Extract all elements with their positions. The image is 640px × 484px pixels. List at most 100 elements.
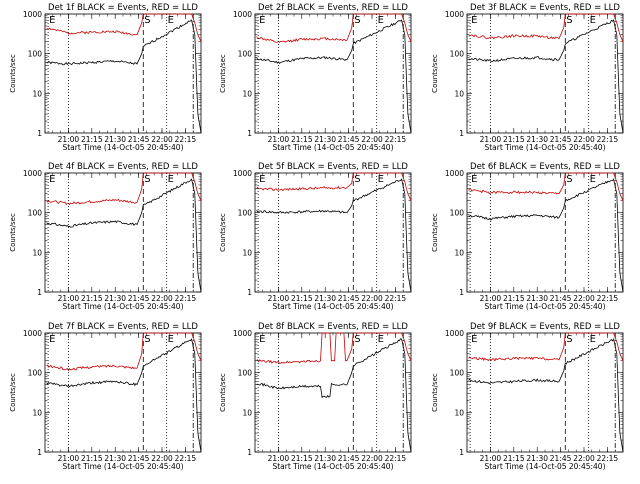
x-axis-label: Start Time (14-Oct-05 20:45:40) [272,143,393,152]
y-tick-label: 1000 [233,169,252,178]
series-line [256,338,412,453]
y-tick-label: 10 [242,248,252,257]
chart-title: Det 4f BLACK = Events, RED = LLD [48,162,198,172]
event-marker-label: E [49,334,55,345]
x-tick-label: 22:15 [597,294,619,303]
y-tick-label: 100 [238,209,253,218]
x-tick-label: 21:15 [503,454,525,463]
series-line [468,332,624,362]
chart-panel: Det 5f BLACK = Events, RED = LLD 1 10 100 10… [219,162,412,311]
x-tick-label: 22:15 [175,454,197,463]
x-tick-label: 22:15 [597,454,619,463]
y-tick-label: 100 [28,369,43,378]
series-line [256,332,412,364]
chart-title: Det 1f BLACK = Events, RED = LLD [48,3,198,13]
x-tick-label: 22:00 [151,294,173,303]
x-tick-label: 21:45 [550,294,572,303]
x-tick-label: 21:45 [338,135,360,144]
event-marker-label: E [590,15,596,26]
x-tick-label: 22:00 [151,454,173,463]
event-marker-label: E [471,15,477,26]
x-tick-label: 22:15 [385,135,407,144]
series-line [468,178,624,293]
x-axis-label: Start Time (14-Oct-05 20:45:40) [272,462,393,471]
plot-frame [254,332,412,453]
x-tick-label: 21:15 [81,454,103,463]
y-tick-label: 1000 [445,169,464,178]
chart-panel: Det 9f BLACK = Events, RED = LLD 1 10 100 10… [431,322,624,471]
y-tick-label: 1 [459,129,464,138]
series-line [468,13,624,42]
x-tick-label: 21:15 [291,454,313,463]
y-tick-label: 100 [450,369,465,378]
chart-title: Det 2f BLACK = Events, RED = LLD [258,3,408,13]
x-tick-label: 21:30 [526,135,548,144]
x-tick-label: 21:45 [338,454,360,463]
x-tick-label: 21:30 [104,294,126,303]
plot-frame [466,172,624,293]
event-marker-label: E [49,15,55,26]
series-line [256,19,412,134]
y-tick-label: 1 [247,129,252,138]
x-axis-label: Start Time (14-Oct-05 20:45:40) [272,302,393,311]
y-tick-label: 10 [242,408,252,417]
y-tick-label: 1000 [233,329,252,338]
chart-title: Det 5f BLACK = Events, RED = LLD [258,162,408,172]
x-tick-label: 21:00 [268,135,290,144]
chart-title: Det 7f BLACK = Events, RED = LLD [48,322,198,332]
x-axis-label: Start Time (14-Oct-05 20:45:40) [484,302,605,311]
y-tick-label: 100 [238,50,253,59]
plot-frame [466,13,624,134]
y-tick-label: 10 [454,248,464,257]
x-tick-label: 21:15 [503,135,525,144]
event-marker-label: E [378,15,384,26]
y-tick-label: 1000 [23,10,42,19]
plot-frame [44,172,202,293]
y-tick-label: 1000 [445,10,464,19]
x-tick-label: 21:00 [58,294,80,303]
x-axis-label: Start Time (14-Oct-05 20:45:40) [484,462,605,471]
x-tick-label: 21:45 [550,454,572,463]
y-tick-label: 100 [28,209,43,218]
x-tick-label: 21:30 [314,294,336,303]
x-tick-label: 22:15 [597,135,619,144]
x-tick-label: 21:15 [291,135,313,144]
x-tick-label: 21:30 [104,454,126,463]
chart-panel: Det 3f BLACK = Events, RED = LLD 1 10 100 10… [431,3,624,152]
x-tick-label: 21:45 [128,135,150,144]
series-line [46,19,202,134]
x-tick-label: 22:00 [573,454,595,463]
event-marker-label: S [354,174,360,185]
x-tick-label: 22:00 [151,135,173,144]
x-tick-label: 21:00 [480,135,502,144]
event-marker-label: S [354,334,360,345]
x-tick-label: 21:45 [550,135,572,144]
y-tick-label: 1000 [23,169,42,178]
x-tick-label: 21:15 [503,294,525,303]
y-tick-label: 1000 [23,329,42,338]
y-tick-label: 1 [37,129,42,138]
x-tick-label: 21:15 [81,294,103,303]
chart-title: Det 6f BLACK = Events, RED = LLD [470,162,620,172]
event-marker-label: S [354,15,360,26]
event-marker-label: E [168,174,174,185]
y-tick-label: 1 [37,288,42,297]
y-axis-label: Counts/sec [219,213,227,252]
x-tick-label: 21:45 [128,454,150,463]
x-axis-label: Start Time (14-Oct-05 20:45:40) [62,143,183,152]
y-axis-label: Counts/sec [431,373,439,412]
x-tick-label: 21:00 [268,454,290,463]
x-axis-label: Start Time (14-Oct-05 20:45:40) [62,462,183,471]
x-tick-label: 21:00 [58,454,80,463]
x-tick-label: 21:30 [314,135,336,144]
event-marker-label: E [590,174,596,185]
y-axis-label: Counts/sec [431,54,439,93]
plot-frame [466,332,624,453]
y-tick-label: 1 [459,288,464,297]
plot-frame [254,13,412,134]
event-marker-label: S [144,174,150,185]
x-axis-label: Start Time (14-Oct-05 20:45:40) [484,143,605,152]
y-axis-label: Counts/sec [9,213,17,252]
